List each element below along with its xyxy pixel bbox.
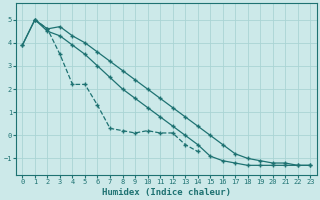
X-axis label: Humidex (Indice chaleur): Humidex (Indice chaleur) <box>102 188 231 197</box>
